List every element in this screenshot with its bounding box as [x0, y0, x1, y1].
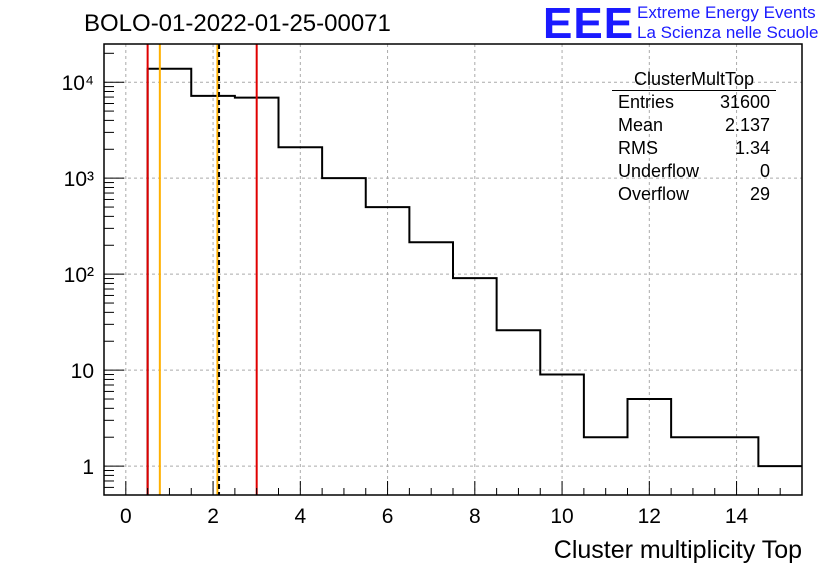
histogram-bin — [497, 330, 541, 495]
stats-row-overflow: Overflow 29 — [612, 183, 776, 206]
stats-label: Overflow — [618, 184, 690, 204]
x-tick-label: 0 — [120, 505, 132, 528]
histogram-bin — [148, 69, 192, 495]
y-tick-label: 1 — [82, 456, 94, 479]
x-tick-label: 14 — [725, 505, 749, 528]
stats-box: ClusterMultTop Entries 31600 Mean 2.137 … — [612, 68, 776, 206]
eee-logo: EEE — [543, 0, 635, 48]
stats-label: Mean — [618, 115, 664, 135]
axes: 0 2 4 6 8 10 12 14 1 10 10² 10³ 10⁴ — [62, 52, 803, 528]
stats-value: 29 — [749, 184, 770, 204]
stats-value: 31600 — [719, 92, 770, 112]
stats-label: RMS — [618, 138, 658, 158]
x-tick-label: 6 — [382, 505, 394, 528]
x-tick-label: 10 — [550, 505, 573, 528]
x-tick-label: 12 — [638, 505, 661, 528]
stats-row-mean: Mean 2.137 — [612, 114, 776, 137]
stats-label: Entries — [618, 92, 675, 112]
histogram-bin — [322, 178, 366, 495]
logo-line-1: Extreme Energy Events — [637, 3, 816, 22]
y-tick-label: 10² — [64, 264, 94, 287]
stats-value: 0 — [759, 161, 770, 181]
y-tick-label: 10³ — [64, 168, 94, 191]
marker-lines — [146, 44, 258, 495]
x-tick-label: 2 — [207, 505, 219, 528]
x-tick-label: 8 — [469, 505, 481, 528]
y-tick-label: 10⁴ — [62, 72, 94, 95]
stats-row-rms: RMS 1.34 — [612, 137, 776, 160]
histogram-bin — [409, 242, 453, 495]
x-tick-label: 4 — [294, 505, 306, 528]
stats-value: 1.34 — [734, 138, 770, 158]
histogram-bins — [146, 67, 802, 495]
x-axis-label: Cluster multiplicity Top — [553, 536, 802, 564]
stats-row-entries: Entries 31600 — [612, 91, 776, 114]
chart-title: BOLO-01-2022-01-25-00071 — [84, 10, 391, 37]
logo-line-2: La Scienza nelle Scuole — [637, 23, 819, 42]
stats-title: ClusterMultTop — [612, 68, 776, 91]
stats-row-underflow: Underflow 0 — [612, 160, 776, 183]
stats-value: 2.137 — [724, 115, 770, 135]
stats-label: Underflow — [618, 161, 700, 181]
y-tick-label: 10 — [71, 360, 94, 383]
histogram-outline — [146, 67, 802, 495]
